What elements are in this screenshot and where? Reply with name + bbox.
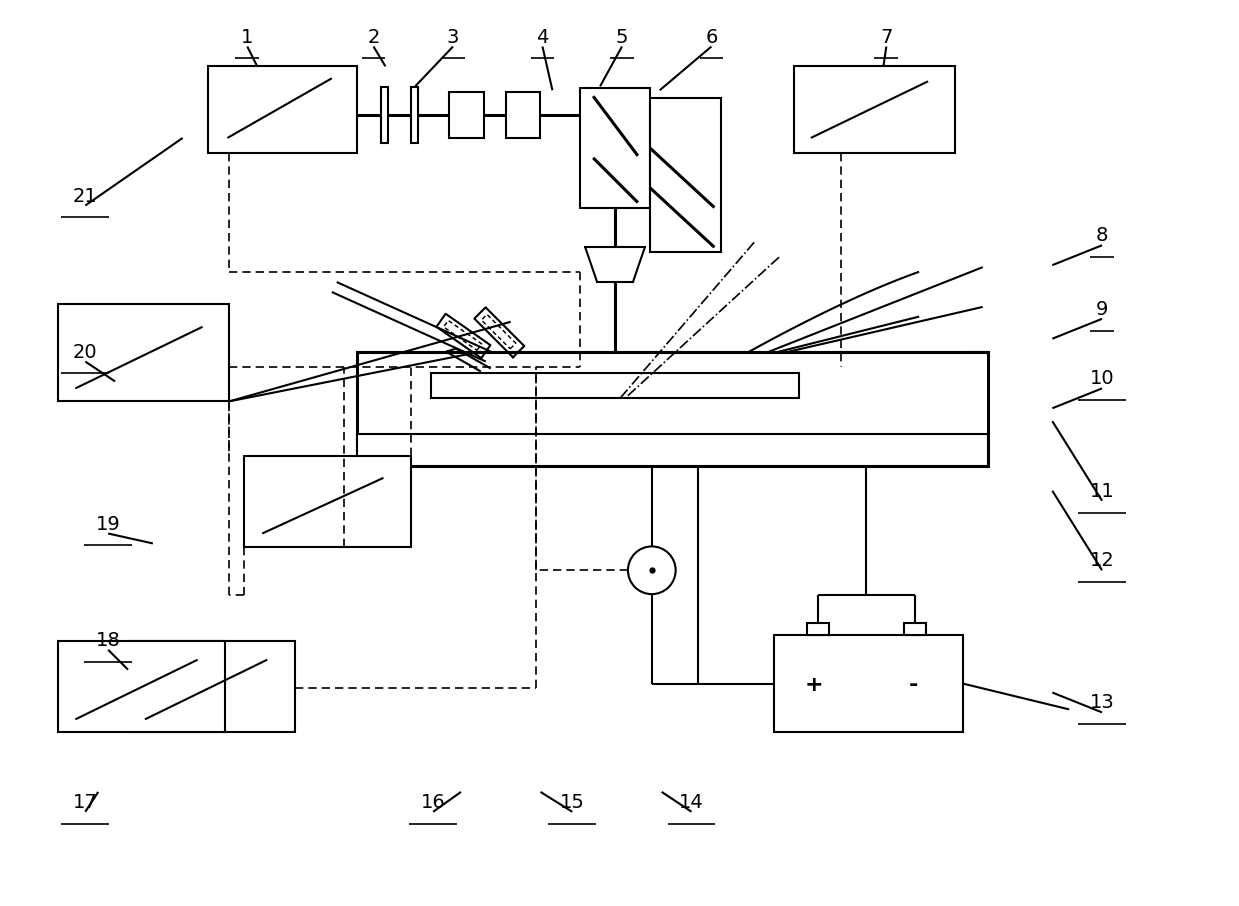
Text: 14: 14 xyxy=(679,793,704,812)
Text: 6: 6 xyxy=(705,27,717,46)
Text: 13: 13 xyxy=(1089,693,1114,712)
Text: -: - xyxy=(908,675,918,695)
Text: 19: 19 xyxy=(95,515,120,534)
Bar xyxy=(357,352,987,466)
Text: 3: 3 xyxy=(447,27,460,46)
Bar xyxy=(128,641,295,732)
Bar xyxy=(794,66,955,153)
Text: 20: 20 xyxy=(73,342,98,361)
Bar xyxy=(449,92,484,138)
Text: 17: 17 xyxy=(73,793,98,812)
Text: 21: 21 xyxy=(73,187,98,206)
Bar xyxy=(357,434,987,466)
Bar xyxy=(580,88,649,207)
Bar xyxy=(411,87,419,143)
Bar xyxy=(208,66,357,153)
Bar xyxy=(506,92,540,138)
Bar xyxy=(649,98,721,252)
Bar xyxy=(58,641,225,732)
Bar xyxy=(244,456,411,547)
Text: 15: 15 xyxy=(560,793,585,812)
Text: 10: 10 xyxy=(1090,370,1114,389)
Text: 1: 1 xyxy=(242,27,254,46)
Text: 2: 2 xyxy=(367,27,379,46)
Bar xyxy=(774,635,963,732)
Text: +: + xyxy=(804,675,823,695)
Text: 11: 11 xyxy=(1089,482,1114,501)
Text: 16: 16 xyxy=(421,793,446,812)
Bar xyxy=(382,87,388,143)
Bar xyxy=(904,623,926,635)
Bar xyxy=(58,304,229,401)
Text: 4: 4 xyxy=(536,27,549,46)
Bar xyxy=(431,373,799,399)
Text: 18: 18 xyxy=(95,631,120,650)
Text: 9: 9 xyxy=(1095,300,1108,319)
Text: 8: 8 xyxy=(1095,226,1108,246)
Bar xyxy=(807,623,829,635)
Text: 12: 12 xyxy=(1089,551,1114,570)
Text: 7: 7 xyxy=(880,27,892,46)
Text: 5: 5 xyxy=(616,27,628,46)
